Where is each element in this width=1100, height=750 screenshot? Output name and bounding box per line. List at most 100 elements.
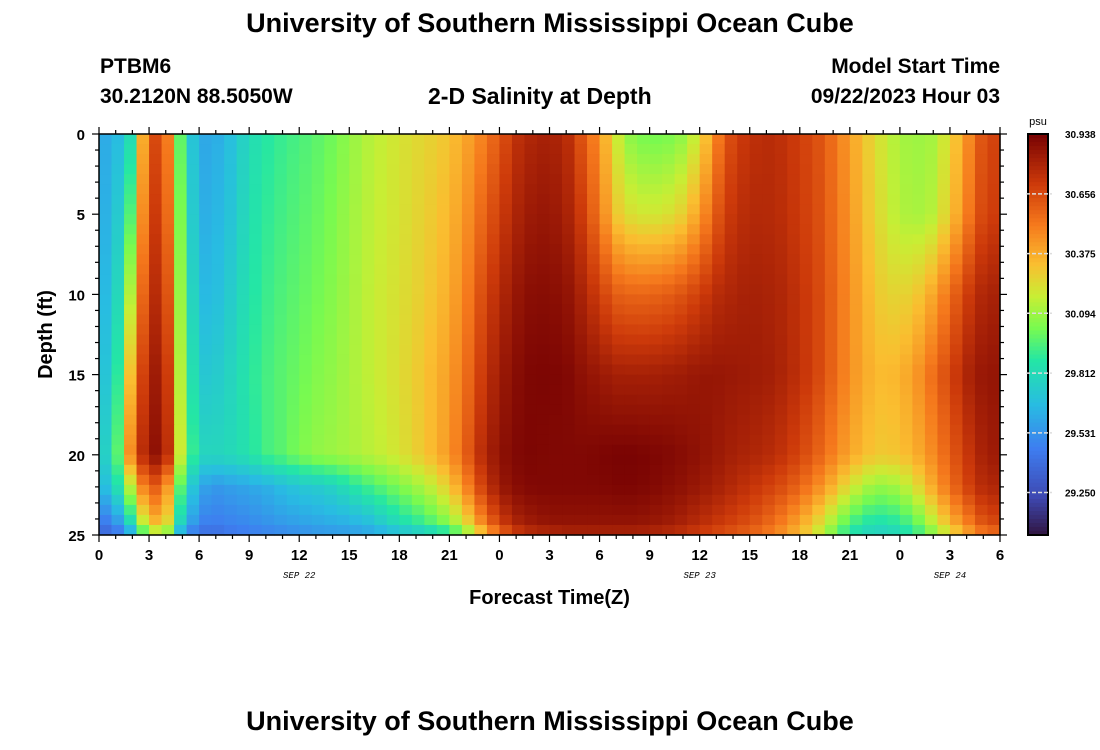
heatmap-cell xyxy=(662,254,676,265)
heatmap-cell xyxy=(236,404,250,416)
heatmap-cell xyxy=(99,504,113,516)
heatmap-cell xyxy=(849,314,863,326)
heatmap-cell xyxy=(224,184,238,195)
heatmap-cell xyxy=(549,234,563,245)
heatmap-cell xyxy=(399,314,413,326)
heatmap-cell xyxy=(336,354,350,366)
heatmap-cell xyxy=(849,404,863,416)
heatmap-cell xyxy=(899,174,913,185)
heatmap-cell xyxy=(774,194,788,205)
heatmap-cell xyxy=(486,314,501,326)
heatmap-cell xyxy=(199,254,213,265)
heatmap-cell xyxy=(211,374,225,386)
heatmap-cell xyxy=(399,224,413,235)
heatmap-cell xyxy=(837,404,851,416)
heatmap-cell xyxy=(737,374,751,386)
heatmap-cell xyxy=(136,314,150,326)
heatmap-cell xyxy=(737,504,751,516)
heatmap-cell xyxy=(724,304,738,316)
heatmap-cell xyxy=(599,364,613,376)
heatmap-cell xyxy=(962,224,976,235)
heatmap-cell xyxy=(461,154,476,165)
heatmap-cell xyxy=(249,274,263,285)
heatmap-cell xyxy=(349,514,363,526)
heatmap-cell xyxy=(436,434,450,446)
heatmap-cell xyxy=(612,454,626,466)
heatmap-cell xyxy=(587,484,601,496)
heatmap-cell xyxy=(912,454,926,466)
heatmap-cell xyxy=(236,424,250,436)
heatmap-cell xyxy=(349,494,363,506)
heatmap-cell xyxy=(574,344,588,356)
heatmap-cell xyxy=(486,484,501,496)
colorbar-swatch xyxy=(1028,298,1048,304)
heatmap-cell xyxy=(887,444,901,456)
heatmap-cell xyxy=(449,344,463,356)
heatmap-cell xyxy=(762,474,776,486)
heatmap-cell xyxy=(536,524,551,536)
heatmap-cell xyxy=(361,324,375,336)
heatmap-cell xyxy=(236,414,250,426)
heatmap-cell xyxy=(687,194,701,205)
heatmap-cell xyxy=(562,324,576,336)
heatmap-cell xyxy=(874,134,888,145)
heatmap-cell xyxy=(299,284,313,295)
heatmap-cell xyxy=(499,274,513,285)
heatmap-cell xyxy=(136,204,150,215)
heatmap-cell xyxy=(349,174,363,185)
heatmap-cell xyxy=(199,394,213,406)
heatmap-cell xyxy=(449,164,463,175)
heatmap-cell xyxy=(374,424,388,436)
heatmap-cell xyxy=(549,174,563,185)
heatmap-cell xyxy=(99,304,113,316)
heatmap-cell xyxy=(299,274,313,285)
heatmap-cell xyxy=(974,394,989,406)
heatmap-cell xyxy=(211,244,225,255)
heatmap-cell xyxy=(324,164,338,175)
heatmap-cell xyxy=(699,214,713,225)
heatmap-cell xyxy=(99,414,113,426)
heatmap-cell xyxy=(562,184,576,195)
heatmap-cell xyxy=(236,334,250,346)
heatmap-cell xyxy=(887,254,901,265)
heatmap-cell xyxy=(874,484,888,496)
heatmap-cell xyxy=(612,194,626,205)
heatmap-cell xyxy=(624,214,638,225)
heatmap-cell xyxy=(649,344,663,356)
heatmap-cell xyxy=(424,254,438,265)
heatmap-cell xyxy=(799,484,813,496)
heatmap-cell xyxy=(924,284,939,295)
heatmap-cell xyxy=(862,434,876,446)
heatmap-cell xyxy=(374,484,388,496)
heatmap-cell xyxy=(899,314,913,326)
heatmap-cell xyxy=(361,384,375,396)
heatmap-cell xyxy=(674,214,688,225)
heatmap-cell xyxy=(587,394,601,406)
heatmap-cell xyxy=(299,344,313,356)
heatmap-cell xyxy=(962,294,976,306)
heatmap-cell xyxy=(862,134,876,145)
heatmap-cell xyxy=(674,354,688,366)
heatmap-cell xyxy=(762,334,776,346)
heatmap-cell xyxy=(574,184,588,195)
heatmap-cell xyxy=(424,524,438,536)
heatmap-cell xyxy=(524,334,538,346)
heatmap-cell xyxy=(299,294,313,306)
heatmap-cell xyxy=(962,264,976,275)
heatmap-cell xyxy=(99,134,113,145)
heatmap-cell xyxy=(349,474,363,486)
heatmap-cell xyxy=(374,314,388,326)
heatmap-cell xyxy=(974,174,989,185)
heatmap-cell xyxy=(712,444,726,456)
heatmap-cell xyxy=(261,274,275,285)
heatmap-cell xyxy=(737,394,751,406)
heatmap-cell xyxy=(149,324,163,336)
heatmap-cell xyxy=(149,424,163,436)
heatmap-cell xyxy=(837,304,851,316)
heatmap-cell xyxy=(524,494,538,506)
heatmap-cell xyxy=(411,414,425,426)
heatmap-cell xyxy=(624,444,638,456)
heatmap-cell xyxy=(136,344,150,356)
heatmap-cell xyxy=(549,384,563,396)
heatmap-cell xyxy=(562,504,576,516)
